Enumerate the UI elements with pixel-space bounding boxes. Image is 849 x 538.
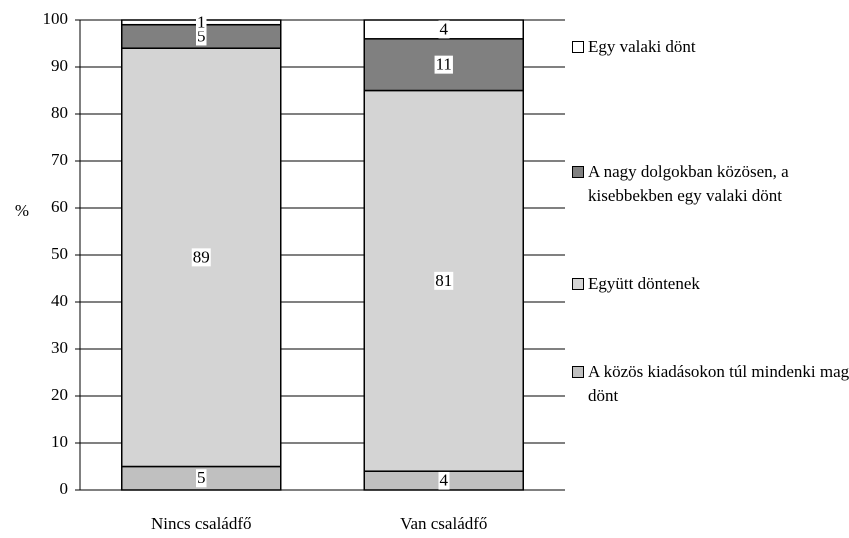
data-label-group: 4 xyxy=(438,471,450,490)
legend-label: A nagy dolgokban közösen, a kisebbekben … xyxy=(588,162,789,205)
legend-swatch xyxy=(572,41,584,53)
bar-segment xyxy=(121,47,282,468)
data-label-bg xyxy=(438,471,450,490)
legend-swatch xyxy=(572,166,584,178)
data-label-bg xyxy=(434,271,454,290)
data-label-group: 4 xyxy=(438,19,450,39)
y-tick-label: 90 xyxy=(51,56,68,75)
legend-label: A közös kiadásokon túl mindenki maga dön… xyxy=(588,362,849,405)
legend-swatch xyxy=(572,366,584,378)
y-tick-label: 80 xyxy=(51,103,68,122)
data-label-bg xyxy=(434,55,453,74)
y-tick-label: 70 xyxy=(51,150,68,169)
legend-label: Egy valaki dönt xyxy=(588,37,696,56)
y-tick-label: 30 xyxy=(51,338,68,357)
data-label: 5 xyxy=(197,26,206,45)
data-label-bg xyxy=(191,248,211,267)
legend-swatch xyxy=(572,278,584,290)
data-label-group: 5 xyxy=(196,26,207,46)
data-label-bg xyxy=(196,13,207,32)
data-label: 4 xyxy=(440,471,449,490)
data-label-bg xyxy=(196,469,207,488)
data-label-group: 1 xyxy=(196,12,207,32)
data-label: 81 xyxy=(435,271,452,290)
data-label: 89 xyxy=(193,247,210,266)
y-tick-label: 50 xyxy=(51,244,68,263)
y-tick-label: 0 xyxy=(60,479,69,498)
legend-item: Együtt döntenek xyxy=(568,272,849,296)
data-label-group: 5 xyxy=(196,468,207,488)
y-tick-label: 40 xyxy=(51,291,68,310)
data-label: 11 xyxy=(436,55,452,74)
y-tick-label: 100 xyxy=(43,9,69,28)
bar-segment xyxy=(363,38,524,92)
data-label-group: 89 xyxy=(191,247,211,267)
legend-item: A közös kiadásokon túl mindenki maga dön… xyxy=(568,360,849,408)
y-tick-label: 60 xyxy=(51,197,68,216)
x-tick-label: Nincs családfő xyxy=(151,514,252,533)
data-label-bg xyxy=(196,27,207,46)
data-label: 4 xyxy=(440,19,449,38)
legend-label: Együtt döntenek xyxy=(588,274,700,293)
y-tick-label: 20 xyxy=(51,385,68,404)
y-axis-label: % xyxy=(15,201,29,220)
y-tick-label: 10 xyxy=(51,432,68,451)
data-label: 5 xyxy=(197,468,206,487)
data-label: 1 xyxy=(197,12,206,31)
data-label-group: 11 xyxy=(434,55,453,74)
x-tick-label: Van családfő xyxy=(400,514,487,533)
legend-item: A nagy dolgokban közösen, a kisebbekben … xyxy=(568,160,849,208)
data-label-group: 81 xyxy=(434,271,454,290)
legend-item: Egy valaki dönt xyxy=(568,35,849,59)
data-label-bg xyxy=(438,20,450,39)
